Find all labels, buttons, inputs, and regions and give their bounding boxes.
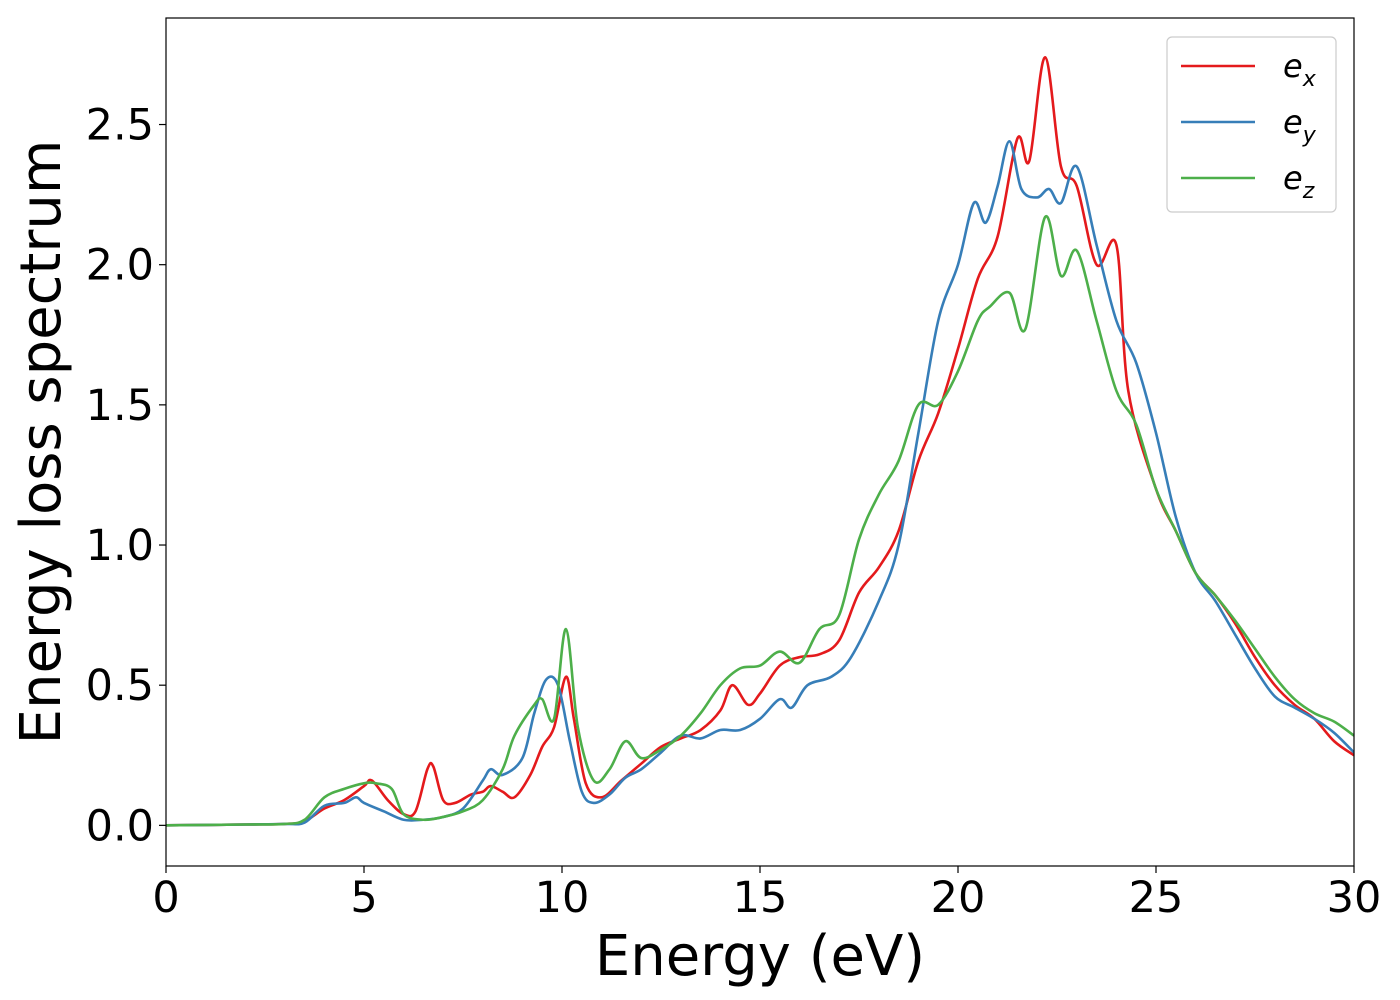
- x-tick-label: 5: [350, 873, 377, 923]
- series-line-ex: [166, 55, 1354, 827]
- x-tick-label: 30: [1327, 873, 1382, 923]
- legend-label-ez: ez: [1283, 159, 1315, 204]
- y-tick-label: 0.0: [86, 801, 154, 851]
- y-tick-label: 0.5: [86, 661, 154, 711]
- y-tick-label: 1.5: [86, 381, 154, 431]
- y-tick-label: 2.5: [86, 101, 154, 151]
- series-layer: [166, 55, 1354, 827]
- legend-label-ex: ex: [1283, 47, 1317, 92]
- x-tick-label: 10: [535, 873, 590, 923]
- y-tick-label: 2.0: [86, 241, 154, 291]
- legend-label-ey: ey: [1283, 103, 1317, 148]
- x-tick-label: 0: [152, 873, 179, 923]
- y-tick-label: 1.0: [86, 521, 154, 571]
- x-axis: 0 5 10 15 20 25 30: [152, 866, 1381, 923]
- x-tick-label: 15: [733, 873, 788, 923]
- x-axis-label: Energy (eV): [595, 924, 925, 989]
- x-tick-label: 20: [931, 873, 986, 923]
- series-line-ez: [166, 215, 1354, 827]
- y-axis-label: Energy loss spectrum: [9, 140, 74, 745]
- legend: ex ey ez: [1166, 36, 1337, 213]
- y-axis: 0.0 0.5 1.0 1.5 2.0 2.5: [86, 101, 166, 851]
- legend-box: [1166, 36, 1337, 213]
- x-tick-label: 25: [1129, 873, 1184, 923]
